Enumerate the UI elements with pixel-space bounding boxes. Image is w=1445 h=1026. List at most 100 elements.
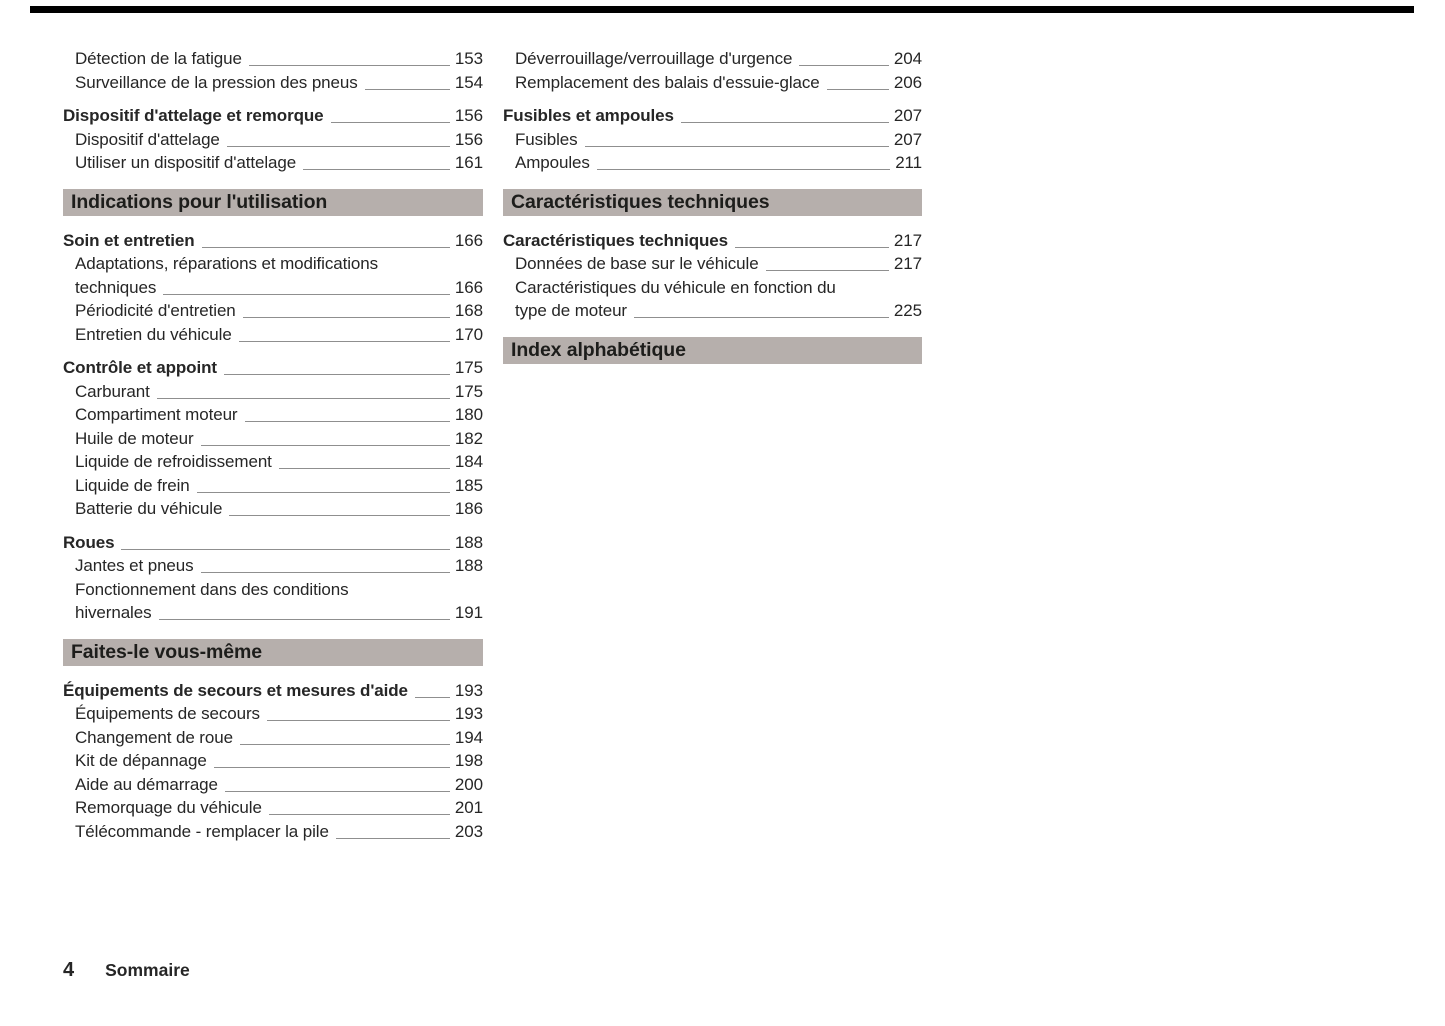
toc-entry-label: Huile de moteur: [75, 428, 194, 448]
toc-entry-label: Carburant: [75, 381, 150, 401]
leader-line: [268, 814, 450, 815]
toc-entry: Liquide de refroidissement 184: [63, 450, 483, 474]
page-number: 185: [454, 475, 483, 495]
toc-entry-label: Caractéristiques techniques: [503, 230, 728, 250]
leader-line: [158, 619, 450, 620]
toc-entry-row: Soin et entretien 166: [63, 229, 483, 253]
toc-entry: Entretien du véhicule 170: [63, 323, 483, 347]
toc-entry-label: Caractéristiques du véhicule en fonction…: [515, 277, 836, 297]
section-header: Faites-le vous-même: [63, 638, 483, 666]
toc-entry: Équipements de secours 193: [63, 702, 483, 726]
toc-entry: Périodicité d'entretien 168: [63, 299, 483, 323]
page-number: 168: [454, 301, 483, 320]
leader-line: [200, 572, 450, 573]
toc-entry-row: Détection de la fatigue 153: [63, 47, 483, 71]
page-number: 186: [454, 499, 483, 518]
toc-entry-label: Fonctionnement dans des conditions: [75, 579, 349, 599]
toc-entry: Déverrouillage/verrouillage d'urgence 204: [503, 47, 922, 71]
toc-entry-label-line2: techniques: [75, 277, 157, 297]
leader-line: [335, 837, 450, 839]
page-number: 161: [454, 153, 483, 172]
toc-entry-label: Données de base sur le véhicule: [515, 254, 759, 273]
toc-entry: Remorquage du véhicule 201: [63, 796, 483, 820]
leader-line: [765, 270, 889, 271]
footer-section-label: Sommaire: [105, 960, 190, 980]
toc-entry-label: Roues: [63, 532, 115, 552]
toc-entry-row: Ampoules 211: [503, 151, 922, 175]
toc-entry-label: Dispositif d'attelage et remorque: [63, 106, 324, 125]
leader-line: [278, 468, 450, 469]
toc-entry-row: Jantes et pneus 188: [63, 554, 483, 578]
page-number: 217: [893, 254, 922, 273]
leader-line: [414, 696, 450, 698]
toc-entry: Batterie du véhicule 186: [63, 497, 483, 521]
leader-line: [799, 65, 889, 66]
toc-entry-label: Remplacement des balais d'essuie-glace: [515, 72, 820, 92]
toc-entry: Ampoules 211: [503, 151, 922, 175]
toc-entry: Jantes et pneus 188: [63, 554, 483, 578]
page-number: 193: [454, 704, 483, 723]
toc-entry-row: Utiliser un dispositif d'attelage 161: [63, 151, 483, 175]
toc-entry: Fonctionnement dans des conditions hivern…: [63, 578, 483, 625]
toc-entry-row: Surveillance de la pression des pneus 154: [63, 71, 483, 95]
toc-entry-label: Utiliser un dispositif d'attelage: [75, 153, 297, 172]
page-number: 170: [454, 324, 483, 344]
toc-entry-label: Détection de la fatigue: [75, 49, 242, 68]
page-number: 175: [454, 381, 483, 401]
leader-line: [196, 491, 450, 493]
toc-entry: Liquide de frein 185: [63, 474, 483, 498]
toc-entry-row: Équipements de secours et mesures d'aide…: [63, 679, 483, 703]
toc-entry-label: Adaptations, réparations et modification…: [75, 254, 379, 273]
toc-entry-label: Entretien du véhicule: [75, 324, 232, 344]
toc-entry-label: Jantes et pneus: [75, 556, 194, 575]
toc-entry-label-line2: hivernales: [75, 603, 152, 622]
toc-column-left: Détection de la fatigue 153 Surveillance d…: [63, 47, 483, 843]
leader-line: [680, 122, 889, 123]
page-number: 175: [454, 358, 483, 377]
toc-entry-row: Roues 188: [63, 531, 483, 555]
toc-entry: Fusibles et ampoules 207: [503, 104, 922, 128]
toc-entry-row: Carburant 175: [63, 380, 483, 404]
toc-entry-row: Compartiment moteur 180: [63, 403, 483, 427]
leader-line: [596, 169, 891, 170]
page-number: 188: [454, 556, 483, 575]
page-number: 211: [895, 153, 922, 172]
toc-entry: Surveillance de la pression des pneus 154: [63, 71, 483, 95]
page-number: 201: [454, 798, 483, 817]
leader-line: [201, 246, 450, 248]
toc-entry: Caractéristiques techniques 217: [503, 229, 922, 253]
leader-line: [244, 421, 450, 422]
toc-entry-row: Changement de roue 194: [63, 726, 483, 750]
toc-entry-label: Compartiment moteur: [75, 405, 238, 424]
toc-entry-label: Kit de dépannage: [75, 751, 207, 770]
toc-entry-label: Remorquage du véhicule: [75, 798, 262, 817]
toc-entry: Dispositif d'attelage et remorque 156: [63, 104, 483, 128]
toc-entry: Soin et entretien 166: [63, 229, 483, 253]
toc-entry-row: Déverrouillage/verrouillage d'urgence 204: [503, 47, 922, 71]
toc-entry-label: Batterie du véhicule: [75, 499, 223, 518]
page-number: 204: [893, 49, 922, 68]
toc-entry: Remplacement des balais d'essuie-glace 20…: [503, 71, 922, 95]
toc-entry-label: Ampoules: [515, 153, 590, 172]
page-number: 184: [454, 452, 483, 471]
toc-entry: Roues 188: [63, 531, 483, 555]
toc-entry: Fusibles 207: [503, 128, 922, 152]
page-number: 194: [454, 727, 483, 747]
toc-entry-row: Périodicité d'entretien 168: [63, 299, 483, 323]
toc-entry: Compartiment moteur 180: [63, 403, 483, 427]
toc-entry-label-line2: type de moteur: [515, 301, 627, 320]
toc-entry-label: Fusibles et ampoules: [503, 106, 674, 125]
leader-line: [248, 65, 450, 66]
page-number: 191: [454, 603, 483, 622]
page-number: 180: [454, 405, 483, 424]
toc-entry-row: Huile de moteur 182: [63, 427, 483, 451]
toc-entry-row: Liquide de refroidissement 184: [63, 450, 483, 474]
leader-line: [826, 88, 889, 90]
leader-line: [266, 720, 450, 721]
toc-entry: Données de base sur le véhicule 217: [503, 252, 922, 276]
leader-line: [330, 122, 450, 123]
page-number: 188: [454, 532, 483, 552]
toc-entry: Dispositif d'attelage 156: [63, 128, 483, 152]
toc-entry-row: Remplacement des balais d'essuie-glace 20…: [503, 71, 922, 95]
